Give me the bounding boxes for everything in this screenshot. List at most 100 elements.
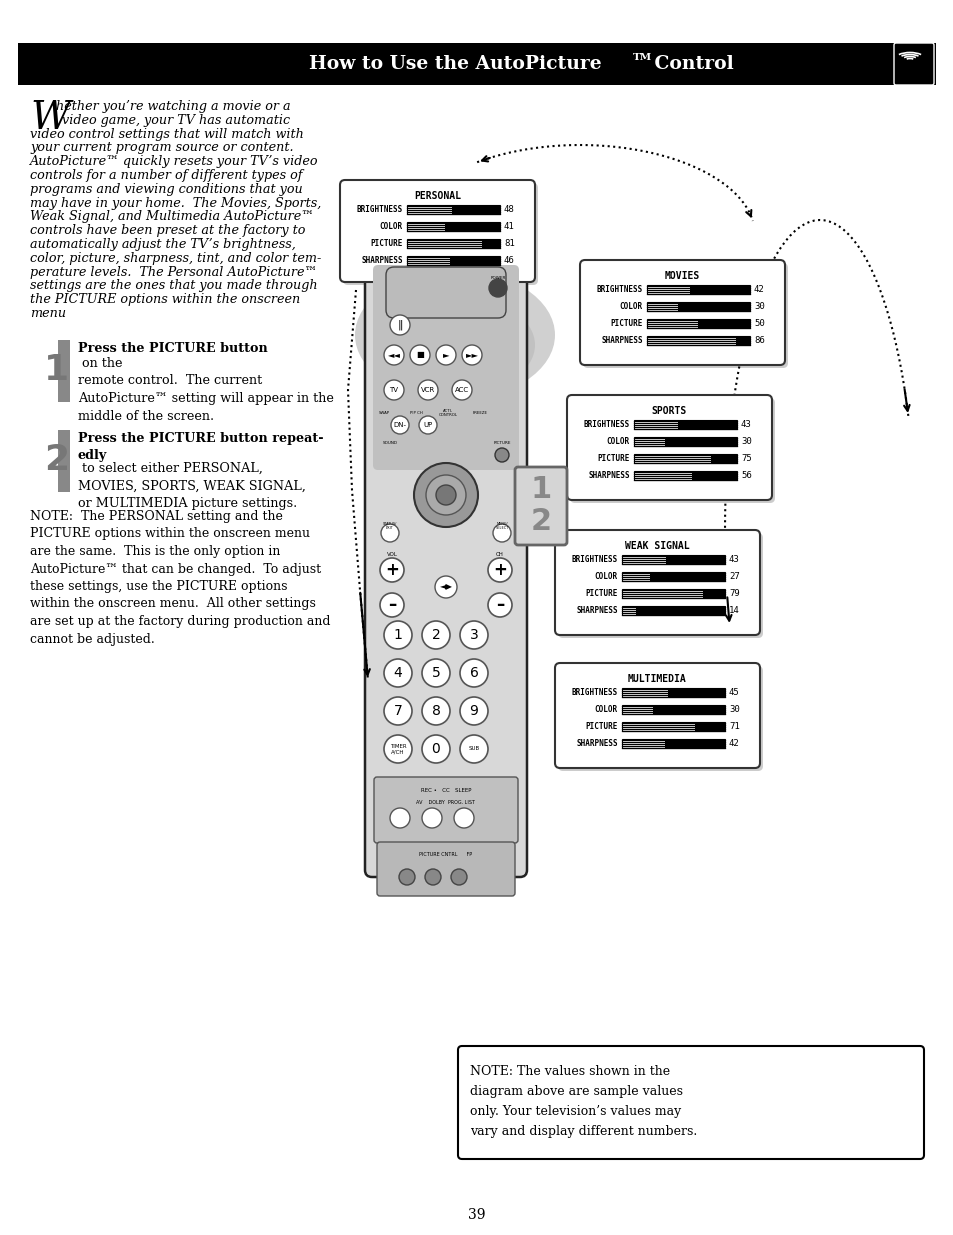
Text: controls for a number of different types of: controls for a number of different types… xyxy=(30,169,302,182)
Text: MENU/
SELECT: MENU/ SELECT xyxy=(495,521,508,530)
Bar xyxy=(445,222,499,231)
Text: 81: 81 xyxy=(503,240,515,248)
Circle shape xyxy=(436,345,456,366)
Text: W: W xyxy=(30,100,70,137)
Text: DN-: DN- xyxy=(393,422,406,429)
Bar xyxy=(691,471,737,480)
FancyBboxPatch shape xyxy=(555,663,760,768)
Text: 4: 4 xyxy=(394,666,402,680)
Bar xyxy=(621,606,724,615)
Bar xyxy=(711,454,737,463)
Text: only. Your television’s values may: only. Your television’s values may xyxy=(470,1105,680,1118)
Bar xyxy=(621,572,724,580)
Text: SHARPNESS: SHARPNESS xyxy=(600,336,642,345)
Bar xyxy=(18,43,935,85)
Circle shape xyxy=(398,869,415,885)
Text: ◄◄: ◄◄ xyxy=(387,351,400,359)
Text: vary and display different numbers.: vary and display different numbers. xyxy=(470,1125,697,1137)
Bar xyxy=(646,336,749,345)
Text: to select either PERSONAL,
MOVIES, SPORTS, WEAK SIGNAL,
or MULTIMEDIA picture se: to select either PERSONAL, MOVIES, SPORT… xyxy=(78,462,306,510)
Circle shape xyxy=(384,380,403,400)
Ellipse shape xyxy=(375,295,535,395)
Circle shape xyxy=(451,869,467,885)
Circle shape xyxy=(390,808,410,827)
Text: the PICTURE options within the onscreen: the PICTURE options within the onscreen xyxy=(30,293,300,306)
Text: BRIGHTNESS: BRIGHTNESS xyxy=(571,555,618,564)
Text: COLOR: COLOR xyxy=(606,437,629,446)
Bar xyxy=(621,589,724,598)
Text: TIMER
A/CH: TIMER A/CH xyxy=(389,743,406,755)
Text: ►►: ►► xyxy=(465,351,478,359)
Bar xyxy=(690,285,749,294)
Text: SHARPNESS: SHARPNESS xyxy=(588,471,629,480)
FancyBboxPatch shape xyxy=(579,261,784,366)
Circle shape xyxy=(384,621,412,650)
Text: PICTURE: PICTURE xyxy=(585,722,618,731)
Text: menu: menu xyxy=(30,308,66,320)
Circle shape xyxy=(461,345,481,366)
Bar xyxy=(665,555,724,564)
Text: color, picture, sharpness, tint, and color tem-: color, picture, sharpness, tint, and col… xyxy=(30,252,321,264)
Circle shape xyxy=(384,345,403,366)
Text: hether you’re watching a movie or a: hether you’re watching a movie or a xyxy=(56,100,291,112)
Bar xyxy=(664,437,737,446)
Text: PICTURE CNTRL      FP: PICTURE CNTRL FP xyxy=(419,852,472,857)
Bar xyxy=(621,688,724,697)
Circle shape xyxy=(421,735,450,763)
Text: +: + xyxy=(385,561,398,579)
Bar xyxy=(646,285,749,294)
Text: SOUND: SOUND xyxy=(382,441,397,445)
Text: 8: 8 xyxy=(431,704,440,718)
Circle shape xyxy=(391,416,409,433)
Text: PICTURE: PICTURE xyxy=(585,589,618,598)
Text: Press the PICTURE button repeat-
edly: Press the PICTURE button repeat- edly xyxy=(78,432,323,462)
Text: may have in your home.  The Movies, Sports,: may have in your home. The Movies, Sport… xyxy=(30,196,321,210)
Bar xyxy=(678,303,749,311)
Circle shape xyxy=(459,697,488,725)
Text: 3: 3 xyxy=(469,629,477,642)
Bar xyxy=(646,336,749,345)
Text: 7: 7 xyxy=(394,704,402,718)
Bar xyxy=(407,205,499,214)
Text: 30: 30 xyxy=(740,437,751,446)
Ellipse shape xyxy=(355,270,555,400)
Text: diagram above are sample values: diagram above are sample values xyxy=(470,1086,682,1098)
Bar xyxy=(634,437,737,446)
Text: 56: 56 xyxy=(740,471,751,480)
Text: +: + xyxy=(493,561,506,579)
Bar xyxy=(634,420,737,429)
FancyBboxPatch shape xyxy=(365,263,526,877)
Bar xyxy=(621,555,724,564)
FancyBboxPatch shape xyxy=(339,180,535,282)
Text: 9: 9 xyxy=(469,704,478,718)
Text: 50: 50 xyxy=(753,319,764,329)
FancyBboxPatch shape xyxy=(515,467,566,545)
FancyBboxPatch shape xyxy=(457,1046,923,1158)
Bar xyxy=(621,572,724,580)
Text: ACTI-
CONTROL: ACTI- CONTROL xyxy=(438,409,457,417)
Bar xyxy=(664,437,737,446)
Text: STATUS/
EXIT: STATUS/ EXIT xyxy=(382,521,396,530)
Bar xyxy=(646,319,749,329)
Bar xyxy=(636,606,724,615)
Bar xyxy=(711,454,737,463)
Text: SHARPNESS: SHARPNESS xyxy=(576,739,618,748)
Text: automatically adjust the TV’s brightness,: automatically adjust the TV’s brightness… xyxy=(30,238,295,251)
Bar xyxy=(482,240,499,248)
Text: POWER: POWER xyxy=(490,275,505,280)
Text: your current program source or content.: your current program source or content. xyxy=(30,141,294,154)
Bar xyxy=(695,722,724,731)
Text: ACC: ACC xyxy=(455,387,469,393)
Text: video control settings that will match with: video control settings that will match w… xyxy=(30,127,304,141)
Bar xyxy=(695,722,724,731)
FancyBboxPatch shape xyxy=(374,777,517,844)
Text: settings are the ones that you made through: settings are the ones that you made thro… xyxy=(30,279,317,293)
Text: ■: ■ xyxy=(416,351,423,359)
Text: 75: 75 xyxy=(740,454,751,463)
Bar xyxy=(664,739,724,748)
Bar xyxy=(634,437,737,446)
Text: BRIGHTNESS: BRIGHTNESS xyxy=(597,285,642,294)
Bar xyxy=(668,688,724,697)
Bar xyxy=(449,256,499,266)
Text: COLOR: COLOR xyxy=(619,303,642,311)
